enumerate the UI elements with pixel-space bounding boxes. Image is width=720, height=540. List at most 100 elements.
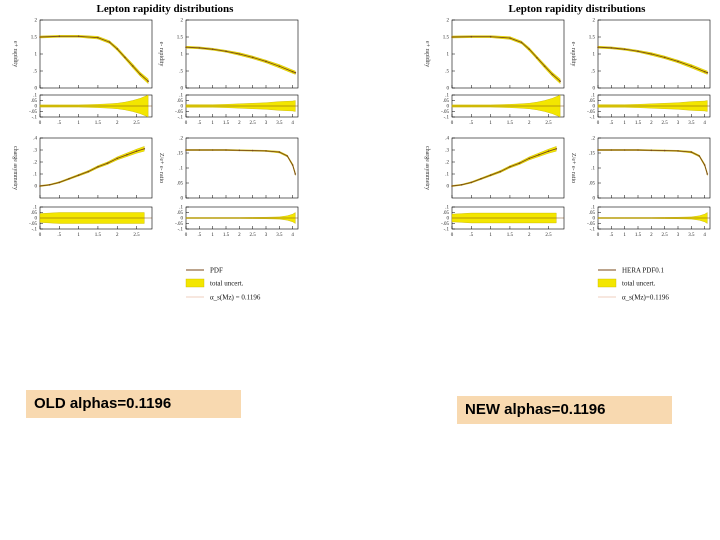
charge-asymmetry-central-line	[451, 148, 557, 187]
e-plus-rapidity-xtick-label: 1	[77, 121, 80, 126]
e-plus-rapidity-point	[520, 41, 523, 44]
zee-ratio-point	[286, 155, 289, 157]
e-minus-rapidity-point	[251, 56, 254, 59]
e-minus-rapidity-xtick-label: 0	[185, 121, 188, 126]
e-plus-rapidity-xtick-label: 1.5	[95, 121, 102, 126]
e-plus-rapidity-point	[124, 56, 126, 59]
e-plus-rapidity-xtick-label: 2	[116, 121, 119, 126]
e-minus-rapidity-ratio-ytick-label: -.1	[590, 116, 596, 121]
e-minus-rapidity-xtick-label: 3.5	[276, 121, 283, 126]
zee-ratio-point	[185, 149, 187, 151]
e-plus-rapidity-uncertainty-band	[39, 35, 149, 85]
chart-title: Lepton rapidity distributions	[97, 3, 235, 15]
e-plus-rapidity-point	[536, 56, 538, 59]
e-plus-rapidity-point	[139, 73, 142, 76]
zee-ratio-ytick-label: .05	[589, 182, 596, 187]
e-minus-rapidity-point	[623, 48, 626, 51]
new-pdf-figure: Lepton rapidity distributions e+ rapidity…	[412, 0, 712, 320]
e-minus-rapidity-xtick-label: 2	[238, 121, 241, 126]
charge-asymmetry-uncertainty-band	[39, 146, 145, 187]
e-plus-rapidity-xtick-label: 1	[489, 121, 492, 126]
charge-asymmetry-uncertainty-band	[451, 146, 557, 187]
e-plus-rapidity-ratio-ytick-label: .1	[445, 94, 449, 99]
e-minus-rapidity-ratio-ytick-label: 0	[181, 105, 184, 110]
e-plus-rapidity-point	[147, 80, 149, 82]
e-minus-rapidity-xtick-label: 1.5	[223, 121, 230, 126]
zee-ratio-ratio-ytick-label: -.05	[175, 222, 183, 227]
e-minus-rapidity-ytick-label: 2	[593, 19, 596, 24]
charge-asymmetry-point	[470, 181, 473, 184]
e-plus-rapidity-central-line	[451, 36, 561, 82]
zee-ratio-ratio-ytick-label: .1	[179, 206, 183, 211]
legend-alphas-label: α_s(Mz)=0.1196	[622, 294, 669, 302]
e-plus-rapidity-xtick-label: .5	[469, 121, 473, 126]
charge-asymmetry-ratio-ytick-label: 0	[447, 217, 450, 222]
e-minus-rapidity-point	[637, 50, 639, 53]
zee-ratio-frame	[597, 137, 711, 199]
zee-ratio-xtick-label: 4	[291, 233, 294, 238]
e-minus-rapidity-ytick-label: 0	[181, 87, 184, 92]
e-minus-rapidity-ytick-label: 0	[593, 87, 596, 92]
zee-ratio-ytick-label: 0	[593, 197, 596, 202]
charge-asymmetry-xtick-label: .5	[57, 233, 61, 238]
zee-ratio-ytick-label: 0	[181, 197, 184, 202]
e-minus-rapidity-point	[610, 47, 613, 49]
e-minus-rapidity-ytick-label: 2	[181, 19, 184, 24]
zee-ratio-ytick-label: .05	[177, 182, 184, 187]
charge-asymmetry-ytick-label: .2	[445, 161, 449, 166]
charge-asymmetry-ytick-label: 0	[447, 185, 450, 190]
e-minus-rapidity-ratio-ytick-label: .05	[177, 99, 184, 104]
e-plus-rapidity-point	[509, 37, 511, 39]
e-minus-rapidity-point	[294, 71, 297, 74]
legend-band-swatch	[185, 278, 205, 288]
zee-ratio-point	[291, 164, 294, 166]
charge-asymmetry-point	[499, 170, 502, 173]
e-plus-rapidity-point	[451, 36, 453, 38]
charge-asymmetry-xtick-label: 2.5	[133, 233, 140, 238]
charge-asymmetry-ratio-ytick-label: -.1	[444, 228, 450, 233]
e-minus-rapidity-point	[211, 48, 214, 51]
zee-ratio-point	[198, 149, 201, 151]
e-minus-rapidity-point	[265, 60, 267, 63]
e-plus-rapidity-ratio-ytick-label: -.05	[441, 110, 449, 115]
zee-ratio-ratio-ytick-label: 0	[593, 217, 596, 222]
charge-asymmetry-ratio-ytick-label: .05	[31, 211, 38, 216]
e-minus-rapidity-point	[677, 60, 679, 63]
e-plus-rapidity-ratio-ytick-label: .05	[31, 99, 38, 104]
zee-ratio-point	[706, 173, 709, 175]
e-minus-rapidity-xtick-label: 1	[623, 121, 626, 126]
zee-ratio-central-line	[598, 149, 708, 175]
e-minus-rapidity-ytick-label: 1	[181, 53, 184, 58]
charge-asymmetry-point	[528, 157, 531, 160]
zee-ratio-ytick-label: .15	[589, 152, 596, 157]
e-plus-rapidity-point	[108, 41, 111, 43]
charge-asymmetry-ytick-label: .3	[445, 149, 449, 154]
charge-asymmetry-point	[451, 185, 453, 187]
e-minus-rapidity-point	[663, 56, 666, 59]
charge-asymmetry-point	[480, 178, 482, 180]
e-minus-rapidity-xtick-label: 3.5	[688, 121, 695, 126]
old-pdf-chart: Lepton rapidity distributions e+ rapidity…	[12, 3, 299, 302]
charge-asymmetry-point	[58, 181, 61, 184]
e-minus-rapidity-point	[291, 70, 294, 73]
zee-ratio-point	[650, 149, 653, 152]
charge-asymmetry-point	[116, 157, 119, 160]
legend-pdf-label: PDF	[210, 267, 223, 275]
e-plus-rapidity-xtick-label: 2	[528, 121, 531, 126]
zee-ratio-ylabel: Z/e+ e- ratio	[158, 153, 164, 183]
charge-asymmetry-point	[48, 184, 51, 186]
new-pdf-chart: Lepton rapidity distributions e+ rapidity…	[424, 3, 711, 302]
charge-asymmetry-point	[509, 166, 511, 168]
zee-ratio-xtick-label: 1	[623, 233, 626, 238]
zee-ratio-xtick-label: 1.5	[635, 233, 642, 238]
charge-asymmetry-xtick-label: 2.5	[545, 233, 552, 238]
e-minus-rapidity-ratio-ytick-label: -.1	[178, 116, 184, 121]
e-minus-rapidity-point	[690, 65, 693, 68]
zee-ratio-ytick-label: .15	[177, 152, 184, 157]
legend-pdf-label: HERA PDF0.1	[622, 267, 665, 275]
e-plus-rapidity-ratio-ytick-label: 0	[447, 105, 450, 110]
e-minus-rapidity-ytick-label: 1	[593, 53, 596, 58]
e-minus-rapidity-point	[185, 46, 187, 48]
charge-asymmetry-point	[460, 184, 463, 186]
zee-ratio-point	[294, 173, 297, 175]
